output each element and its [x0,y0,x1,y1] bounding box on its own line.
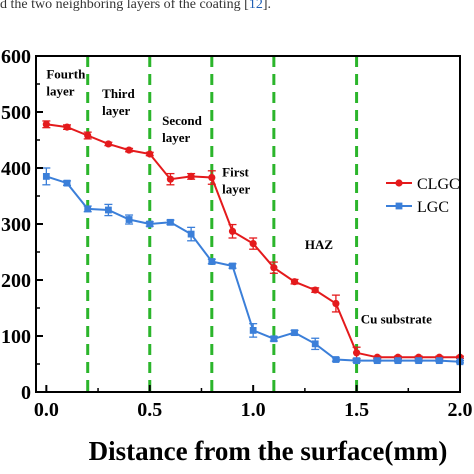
zone-label-1: Third layer [102,86,135,118]
data-point-LGC [249,327,257,334]
legend: CLGC LGC [386,176,460,216]
data-point-LGC [125,216,133,223]
data-point-LGC [435,357,443,365]
data-point-CLGC [311,286,319,294]
zone-label-line: layer [222,181,250,196]
data-point-LGC [42,173,50,180]
data-point-CLGC [63,123,71,131]
data-point-CLGC [249,240,257,248]
y-tick-label: 100 [1,326,31,348]
plot-frame [35,55,461,393]
data-point-LGC [208,258,216,265]
data-point-LGC [270,335,278,343]
zone-label-line: Cu substrate [361,312,432,327]
data-point-LGC [63,179,71,187]
zone-label-5: Cu substrate [361,312,432,327]
data-point-CLGC [125,146,133,154]
series-LGC [42,167,464,366]
zone-label-line: Fourth [46,66,86,81]
data-point-CLGC [352,349,361,357]
data-point-CLGC [208,173,216,182]
data-point-CLGC [290,278,299,286]
x-axis-title: Distance from the surface(mm) [89,436,448,466]
y-tick-label: 200 [1,270,31,292]
zone-labels: Fourth layer Third layer Second layer First lay… [46,66,432,326]
caption-tail: ]. [262,0,271,12]
data-point-LGC [332,356,340,363]
zone-label-line: Second [162,113,203,128]
y-tick-label: 0 [21,382,31,404]
data-point-CLGC [228,227,237,235]
zone-label-3: First layer [222,164,250,196]
data-point-LGC [291,329,298,337]
data-point-CLGC [104,140,112,148]
x-tick-label: 0.5 [137,399,162,421]
data-point-LGC [104,206,112,214]
x-tick-label: 0.0 [34,399,59,421]
zone-label-2: Second layer [162,113,203,145]
data-point-LGC [311,340,319,348]
axis-ticks: 0.0 0.5 1.0 1.5 2.0 0 100 200 300 400 500 600 [1,46,473,421]
zone-label-line: First [222,164,249,179]
figure-caption-snippet: d the two neighboring layers of the coat… [0,0,474,13]
data-series [42,120,464,366]
data-point-LGC [146,220,154,228]
zone-label-line: HAZ [305,237,334,252]
plot-frame-rect [35,55,461,393]
data-point-LGC [84,205,92,213]
axis-titles: Distance from the surface(mm) [89,436,448,466]
x-tick-label: 1.5 [344,399,369,421]
zone-label-line: layer [102,103,130,118]
legend-label-LGC: LGC [417,199,449,216]
zone-label-line: Third [102,86,135,101]
x-tick-label: 2.0 [448,399,473,421]
y-tick-label: 400 [1,158,31,180]
y-tick-label: 600 [1,46,31,68]
data-point-CLGC [270,264,278,272]
zone-label-4: HAZ [305,237,334,252]
legend-marker-CLGC [395,179,403,187]
zone-label-line: layer [162,130,190,145]
zone-label-0: Fourth layer [46,66,86,98]
data-point-LGC [394,357,402,365]
y-tick-label: 300 [1,214,31,236]
data-point-CLGC [166,175,175,183]
y-tick-label: 500 [1,102,31,124]
data-point-CLGC [187,172,195,180]
zone-label-line: layer [46,83,74,98]
data-point-CLGC [332,299,340,308]
data-point-CLGC [84,131,92,140]
data-point-LGC [229,262,236,270]
data-point-LGC [167,218,174,226]
data-point-CLGC [42,120,50,128]
caption-text: d the two neighboring layers of the coat… [0,0,249,12]
data-point-LGC [415,357,423,365]
legend-label-CLGC: CLGC [417,176,460,193]
data-point-CLGC [146,150,154,158]
caption-reference-link[interactable]: 12 [248,0,263,12]
data-point-LGC [353,357,360,365]
data-point-LGC [187,230,195,238]
legend-marker-LGC [395,202,403,210]
data-point-LGC [373,357,381,365]
x-tick-label: 1.0 [241,399,266,421]
